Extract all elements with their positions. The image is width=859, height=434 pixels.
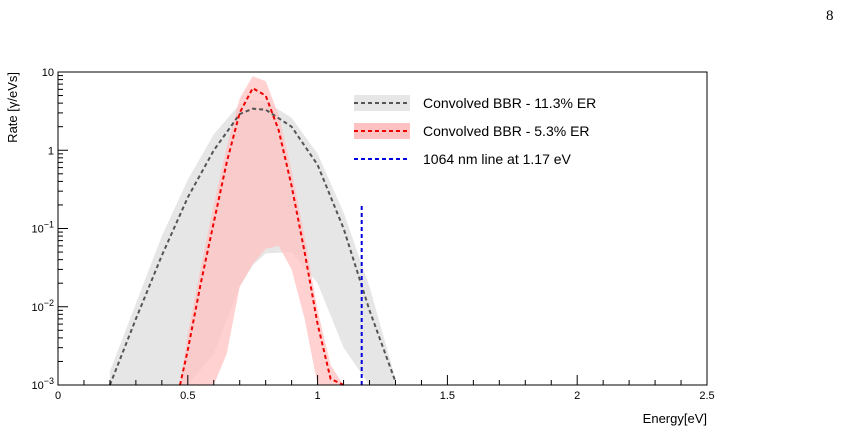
x-axis: 0 0.5 1 1.5 2 2.5 (55, 375, 715, 402)
x-tick-label: 2 (574, 390, 580, 402)
x-tick-label: 0.5 (180, 390, 195, 402)
x-tick-label: 0 (55, 390, 61, 402)
legend-entry-label: Convolved BBR - 5.3% ER (423, 123, 590, 139)
x-axis-title: Energy[eV] (643, 411, 707, 426)
y-tick-label: 1 (48, 145, 54, 157)
legend-entry-label: Convolved BBR - 11.3% ER (423, 95, 596, 111)
y-tick-label: 10−3 (31, 376, 54, 392)
line-series-1 (179, 86, 345, 386)
line-series-0 (108, 107, 397, 386)
y-axis: 10 1 10−1 10−2 10−3 (31, 67, 68, 392)
x-tick-label: 1.5 (440, 390, 455, 402)
page-number: 8 (826, 8, 834, 24)
legend: Convolved BBR - 11.3% ER Convolved BBR - … (354, 95, 596, 167)
series-lines (108, 86, 397, 386)
band-series-1 (180, 76, 344, 386)
uncertainty-bands (109, 76, 396, 386)
legend-entry-label: 1064 nm line at 1.17 eV (423, 151, 572, 167)
x-tick-label: 1 (315, 390, 321, 402)
y-tick-label: 10 (42, 67, 54, 79)
y-axis-title: Rate [γ/eVs] (5, 72, 20, 143)
y-tick-label: 10−1 (31, 220, 54, 236)
y-tick-label: 10−2 (31, 298, 54, 314)
x-tick-label: 2.5 (699, 390, 714, 402)
